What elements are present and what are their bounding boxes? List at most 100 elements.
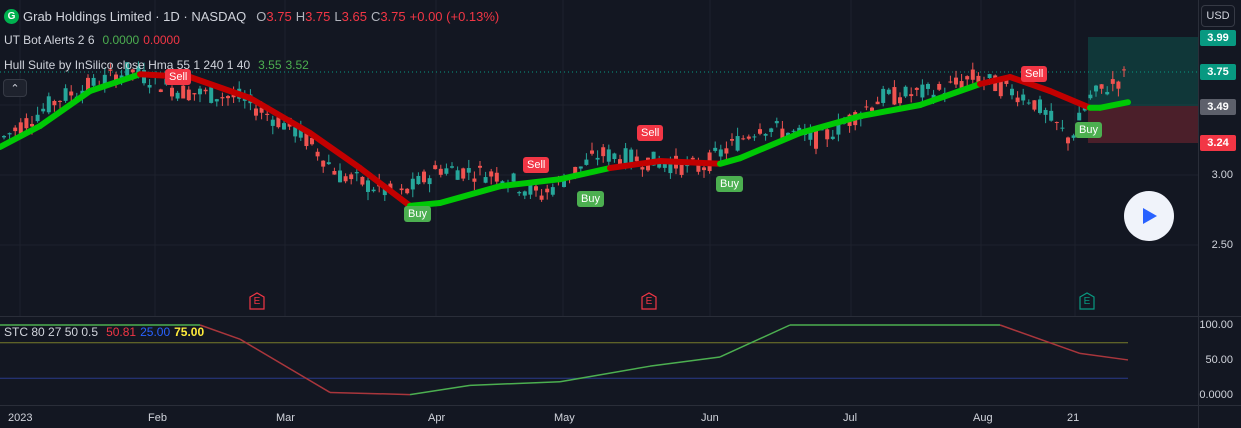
candle-body [343, 176, 348, 182]
candle-body [590, 150, 594, 154]
candle-body [494, 172, 499, 182]
play-icon [1143, 208, 1157, 224]
candle-body [522, 191, 527, 196]
candle-body [998, 81, 1003, 97]
candle-body [158, 89, 163, 93]
candle-body [758, 129, 762, 134]
candle-body [662, 163, 667, 168]
hull-band [247, 95, 313, 136]
candle-body [203, 89, 208, 92]
candle-body [539, 195, 544, 200]
buy-signal: Buy [404, 206, 431, 222]
candle-body [175, 92, 180, 99]
candle-body [24, 118, 29, 129]
candle-body [1116, 81, 1121, 89]
candle-body [573, 166, 578, 175]
price-axis-label: 3.00 [1211, 169, 1233, 181]
earnings-marker[interactable]: E [1079, 292, 1095, 310]
currency-button[interactable]: USD [1201, 5, 1235, 27]
pane-separator[interactable] [0, 316, 1241, 317]
stc-line [559, 365, 651, 383]
candle-body [35, 114, 40, 122]
earnings-marker[interactable]: E [641, 292, 657, 310]
candle-body [1021, 94, 1026, 101]
candle-body [259, 107, 264, 113]
candle-body [478, 165, 482, 168]
hull-band [357, 165, 413, 209]
candle-body [864, 106, 869, 108]
candle-body [870, 107, 874, 111]
candle-body [438, 168, 443, 175]
candle-body [965, 76, 970, 80]
hull-legend[interactable]: Hull Suite by InSilico close Hma 55 1 24… [4, 58, 309, 72]
candle-body [1066, 137, 1070, 144]
candle-body [780, 128, 785, 139]
candle-body [763, 133, 768, 136]
candle-body [455, 170, 460, 180]
stc-label[interactable]: STC 80 27 50 0.5 [4, 325, 99, 339]
candle-body [1094, 85, 1098, 92]
symbol-legend[interactable]: G Grab Holdings Limited · 1D · NASDAQ O3… [4, 9, 499, 24]
symbol-title[interactable]: Grab Holdings Limited · 1D · NASDAQ [23, 9, 247, 24]
candle-body [898, 97, 902, 104]
time-axis-label: May [554, 412, 575, 424]
candle-body [226, 96, 230, 99]
candle-body [976, 75, 981, 84]
stc-legend[interactable]: STC 80 27 50 0.5 50.81 25.00 75.00 [4, 325, 204, 339]
earnings-marker[interactable]: E [249, 292, 265, 310]
candle-body [276, 117, 281, 128]
ut-bot-label[interactable]: UT Bot Alerts 2 6 [4, 33, 95, 47]
candle-body [1105, 91, 1110, 95]
candle-body [578, 166, 583, 169]
candle-body [209, 87, 214, 103]
hull-value-2: 3.52 [285, 58, 309, 72]
candle-body [959, 81, 964, 89]
price-tag-high: 3.99 [1200, 30, 1236, 46]
oscillator-pane[interactable] [0, 317, 1198, 405]
candle-body [1032, 100, 1037, 110]
candle-body [1088, 94, 1093, 99]
stc-line [199, 324, 241, 340]
candle-body [545, 188, 550, 193]
candle-body [410, 178, 415, 190]
candle-body [181, 85, 186, 99]
price-pane[interactable] [0, 0, 1198, 316]
hull-label[interactable]: Hull Suite by InSilico close Hma 55 1 24… [4, 58, 251, 72]
price-chart[interactable] [0, 0, 1198, 316]
candle-body [444, 168, 449, 174]
candle-body [46, 96, 51, 113]
chevron-up-icon: ⌃ [10, 82, 20, 95]
replay-play-button[interactable] [1124, 191, 1174, 241]
candle-body [119, 75, 124, 79]
candle-body [298, 125, 303, 138]
hull-band [1047, 88, 1093, 111]
ut-bot-legend[interactable]: UT Bot Alerts 2 6 0.0000 0.0000 [4, 33, 180, 47]
stc-line [999, 324, 1081, 355]
candle-body [186, 89, 191, 101]
time-axis-label: Jul [843, 412, 858, 424]
candle-body [926, 83, 930, 89]
candle-body [371, 189, 376, 192]
ohlc-change: +0.00 (+0.13%) [409, 9, 500, 24]
candle-body [63, 88, 68, 101]
candle-body [528, 184, 533, 195]
hull-value-1: 3.55 [258, 58, 282, 72]
hull-band [407, 200, 443, 209]
candle-body [606, 149, 611, 162]
candle-body [702, 167, 706, 171]
collapse-legend-button[interactable]: ⌃ [3, 79, 27, 97]
candle-body [450, 166, 454, 168]
candle-body [769, 128, 774, 132]
hull-band [977, 74, 1013, 87]
candle-body [388, 183, 393, 191]
candle-body [730, 139, 734, 141]
time-axis-label: Mar [276, 412, 295, 424]
candle-body [102, 74, 107, 85]
stc-chart[interactable] [0, 317, 1198, 405]
hull-band [857, 102, 923, 120]
candle-body [1015, 97, 1020, 103]
candle-body [270, 119, 275, 126]
candle-body [198, 88, 202, 95]
candle-body [192, 93, 197, 95]
candle-body [881, 88, 886, 103]
